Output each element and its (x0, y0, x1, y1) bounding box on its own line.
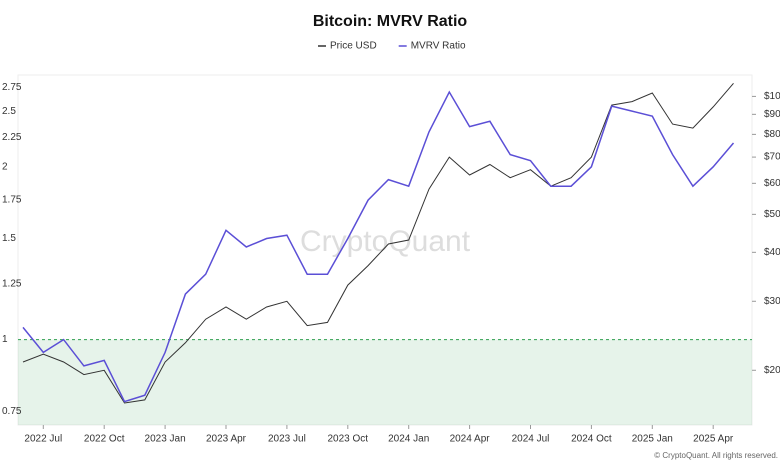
y2-tick-label: $20K (764, 365, 780, 376)
x-tick-label: 2024 Apr (450, 434, 491, 445)
legend-label: MVRV Ratio (411, 41, 466, 52)
series-line (22, 90, 735, 403)
y2-tick-label: $30K (764, 296, 780, 307)
x-tick-label: 2024 Jul (512, 434, 550, 445)
plot-frame (17, 74, 753, 426)
x-tick-label: 2023 Jan (145, 434, 186, 445)
y2-tick-label: $80K (764, 129, 780, 140)
y2-tick-label: $60K (764, 178, 780, 189)
x-tick-label: 2025 Jan (632, 434, 673, 445)
watermark: CryptoQuant (300, 225, 471, 258)
x-tick-label: 2024 Jan (388, 434, 429, 445)
x-tick-label: 2022 Oct (84, 434, 125, 445)
y-tick-label: 2.25 (2, 132, 22, 143)
x-tick-label: 2023 Jul (268, 434, 306, 445)
y-tick-label: 2.75 (2, 82, 22, 93)
x-tick-label: 2023 Oct (328, 434, 369, 445)
y-tick-label: 1 (2, 334, 8, 345)
y-tick-label: 2 (2, 161, 8, 172)
y2-tick-label: $70K (764, 152, 780, 163)
x-tick-label: 2022 Jul (24, 434, 62, 445)
threshold-zone (18, 339, 752, 425)
y2-tick-label: $40K (764, 247, 780, 258)
y2-tick-label: $90K (764, 109, 780, 120)
y-tick-label: 0.75 (2, 406, 22, 417)
y-tick-label: 1.25 (2, 279, 22, 290)
legend-label: Price USD (330, 41, 377, 52)
y-tick-label: 1.75 (2, 195, 22, 206)
y2-tick-label: $50K (764, 209, 780, 220)
x-tick-label: 2023 Apr (206, 434, 247, 445)
footer: © CryptoQuant. All rights reserved. (654, 451, 778, 460)
y-tick-label: 2.5 (2, 106, 16, 117)
x-tick-label: 2025 Apr (693, 434, 734, 445)
y2-tick-label: $100K (764, 91, 780, 102)
chart-title: Bitcoin: MVRV Ratio (313, 13, 468, 30)
y-tick-label: 1.5 (2, 233, 16, 244)
x-tick-label: 2024 Oct (571, 434, 612, 445)
series-line (22, 82, 734, 404)
